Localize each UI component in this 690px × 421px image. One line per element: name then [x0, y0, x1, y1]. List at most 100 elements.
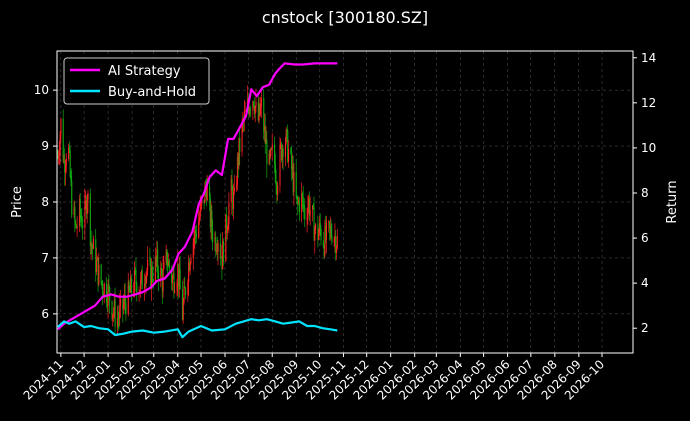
- candle-body: [171, 278, 173, 283]
- candle-body: [65, 158, 67, 166]
- candle-body: [257, 102, 259, 121]
- candle-body: [206, 185, 208, 201]
- candle-body: [237, 157, 239, 165]
- candle-body: [253, 105, 256, 114]
- candle-body: [204, 185, 206, 204]
- candle-body: [116, 318, 118, 327]
- candle-body: [291, 152, 293, 170]
- candle-body: [329, 226, 331, 228]
- candle-body: [103, 283, 105, 298]
- candle-body: [185, 288, 187, 295]
- candle-body: [266, 139, 268, 165]
- candle-body: [328, 221, 330, 223]
- candle-body: [68, 147, 70, 151]
- candle-body: [157, 270, 160, 280]
- candle-body: [194, 229, 196, 239]
- candle-body: [68, 147, 70, 159]
- candle-body: [118, 318, 120, 320]
- candle-body: [287, 130, 289, 162]
- candle-body: [298, 200, 300, 203]
- right-tick-label: 2: [641, 321, 649, 335]
- candle-body: [268, 153, 270, 165]
- candle-body: [184, 286, 186, 289]
- candle-body: [119, 298, 122, 307]
- candle-body: [219, 243, 221, 257]
- candle-body: [195, 229, 197, 234]
- candle-body: [177, 263, 179, 284]
- candle-body: [241, 121, 243, 152]
- candle-body: [226, 229, 228, 233]
- candle-body: [157, 249, 159, 271]
- candle-body: [217, 243, 219, 252]
- candle-body: [174, 290, 176, 293]
- candle-body: [102, 284, 104, 295]
- candle-body: [96, 257, 98, 260]
- return-lines: [57, 62, 338, 339]
- candle-body: [280, 143, 282, 145]
- candle-body: [147, 259, 149, 271]
- candle-body: [248, 106, 250, 115]
- candle-body: [301, 193, 303, 212]
- candle-body: [212, 230, 214, 243]
- candle-body: [259, 104, 261, 115]
- candle-body: [152, 278, 154, 281]
- candle-body: [149, 259, 151, 261]
- candle-body: [291, 165, 293, 170]
- candle-body: [201, 199, 203, 204]
- candle-body: [222, 240, 225, 262]
- candle-body: [284, 142, 286, 157]
- candle-body: [210, 210, 212, 228]
- candle-body: [90, 242, 92, 247]
- candle-body: [216, 250, 218, 252]
- candle-body: [254, 106, 256, 114]
- candle-body: [282, 148, 284, 157]
- candle-body: [231, 179, 233, 191]
- candle-body: [139, 290, 141, 292]
- candle-body: [133, 292, 135, 294]
- candle-body: [183, 286, 185, 304]
- candle-body: [58, 156, 60, 158]
- candle-body: [140, 270, 142, 279]
- candle-body: [82, 226, 84, 228]
- candle-body: [290, 149, 292, 153]
- left-tick-label: 7: [41, 251, 49, 265]
- candle-body: [270, 148, 273, 150]
- candle-body: [293, 171, 295, 192]
- candle-body: [78, 199, 81, 226]
- candle-body: [279, 144, 281, 186]
- candle-body: [236, 185, 238, 188]
- candle-body: [106, 283, 108, 302]
- candle-body: [160, 268, 162, 280]
- candle-body: [123, 294, 125, 304]
- candle-body: [263, 126, 266, 132]
- candle-body: [130, 277, 132, 293]
- candle-body: [244, 110, 246, 112]
- candle-body: [112, 314, 114, 319]
- candle-body: [281, 143, 283, 160]
- candle-body: [209, 185, 211, 198]
- candle-body: [81, 218, 83, 227]
- candle-body: [277, 185, 279, 195]
- candle-body: [189, 263, 191, 271]
- candle-body: [135, 270, 137, 284]
- candle-body: [179, 268, 181, 290]
- candle-body: [233, 187, 235, 192]
- candle-body: [269, 153, 271, 157]
- candle-body: [188, 262, 190, 271]
- chart-title: cnstock [300180.SZ]: [262, 8, 428, 27]
- candle-body: [232, 190, 234, 209]
- candle-body: [129, 289, 131, 293]
- legend: AI Strategy Buy-and-Hold: [63, 57, 210, 105]
- candle-body: [167, 265, 169, 267]
- candle-body: [303, 206, 305, 208]
- candle-body: [233, 191, 235, 209]
- candle-body: [101, 281, 103, 285]
- left-axis-label: Price: [10, 186, 25, 218]
- candle-body: [330, 226, 332, 236]
- candle-body: [95, 259, 98, 272]
- candle-body: [85, 199, 88, 214]
- ai-strategy-line: [57, 62, 338, 331]
- candle-body: [221, 256, 223, 270]
- candle-body: [161, 268, 163, 275]
